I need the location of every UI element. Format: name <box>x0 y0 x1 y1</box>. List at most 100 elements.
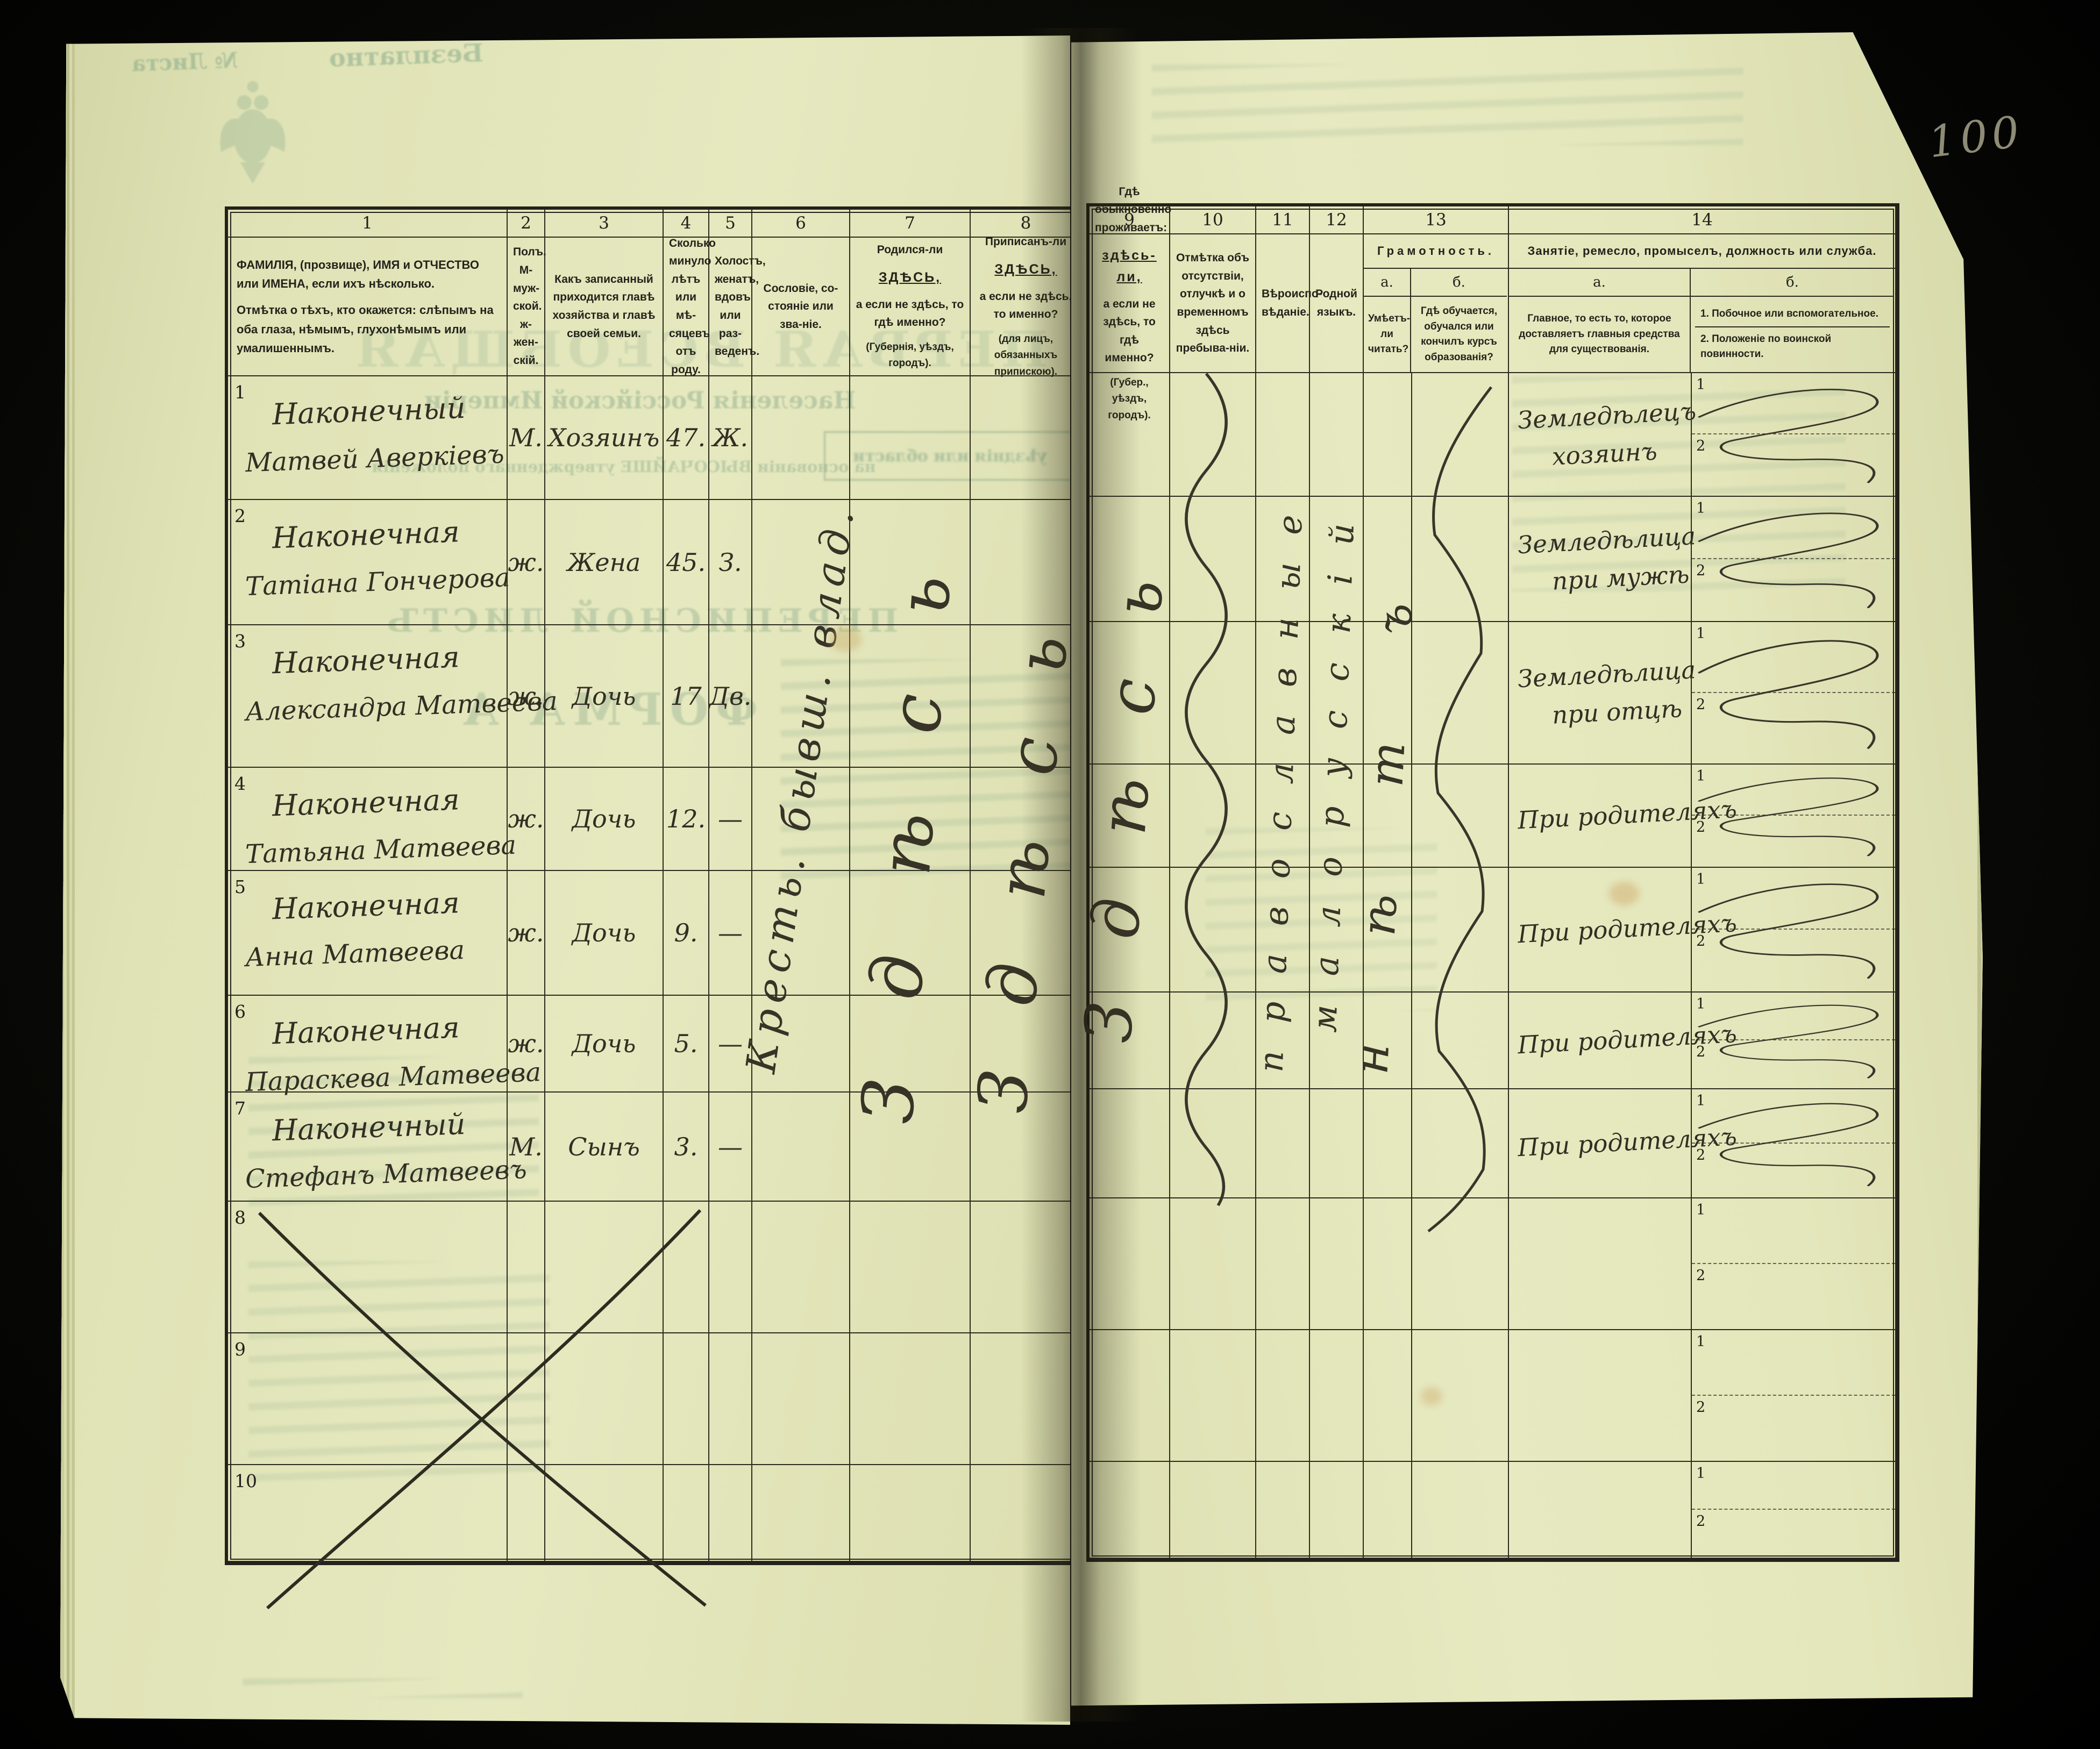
empty-cell <box>709 1333 752 1465</box>
empty-cell <box>1364 1330 1412 1462</box>
empty-cell <box>1310 1330 1364 1462</box>
name-cell: 8 <box>228 1202 508 1333</box>
absence-cell <box>1170 622 1256 765</box>
empty-cell <box>1364 1462 1412 1559</box>
empty-cell <box>508 1202 545 1333</box>
registration-cell <box>971 996 1070 1093</box>
column-number: 1 <box>228 210 508 238</box>
absence-cell <box>1170 765 1256 868</box>
literacy-b-cell <box>1412 373 1509 497</box>
empty-cell <box>1090 1330 1170 1462</box>
empty-cell <box>1310 1198 1364 1330</box>
literacy-b-cell <box>1412 1089 1509 1198</box>
residence-cell <box>1090 1089 1170 1198</box>
estate-cell <box>752 500 850 625</box>
column-number: 10 <box>1170 206 1256 234</box>
literacy-a-cell <box>1364 622 1412 765</box>
header-occupation-a-text: Главное, то есть то, которое доставляетъ… <box>1519 313 1680 355</box>
column-number: 5 <box>709 210 752 238</box>
religion-cell <box>1256 373 1310 497</box>
empty-cell <box>971 1465 1070 1562</box>
header-language: Родной языкъ. <box>1310 234 1364 373</box>
header-literacy-title: Грамотность. <box>1364 234 1508 269</box>
estate-cell <box>752 376 850 500</box>
empty-cell <box>1364 1198 1412 1330</box>
absence-cell <box>1170 1089 1256 1198</box>
estate-cell <box>752 871 850 996</box>
header-occupation-b1: 1. Побочное или вспомогательное. <box>1700 308 1878 320</box>
birthplace-cell <box>850 871 971 996</box>
header-occupation-a: а. Главное, то есть то, которое доставля… <box>1509 269 1691 372</box>
header-literacy: Грамотность. а. Умѣетъ-ли читать? б. Гдѣ… <box>1364 234 1509 373</box>
religion-cell <box>1256 497 1310 622</box>
sex-cell: М. <box>508 1093 545 1202</box>
relation-cell: Дочь <box>545 871 664 996</box>
estate-cell <box>752 625 850 768</box>
header-birthplace-pre: Родился-ли <box>877 244 943 256</box>
sub-label-a: а. <box>1364 269 1410 297</box>
header-name-column: ФАМИЛІЯ, (прозвище), ИМЯ и ОТЧЕСТВО или … <box>228 238 508 376</box>
language-cell <box>1310 622 1364 765</box>
relation-cell: Жена <box>545 500 664 625</box>
header-literacy-b: б. Гдѣ обучается, обучался или кончилъ к… <box>1411 269 1507 372</box>
name-cell: 7 Наконечный Стефанъ Матвеевъ <box>228 1093 527 1202</box>
ghost-uyezd-box: уѣзднія или области <box>824 431 1070 481</box>
empty-cell <box>664 1202 709 1333</box>
religion-cell <box>1256 868 1310 993</box>
header-registration-pre: Приписанъ-ли <box>985 235 1067 248</box>
occupation-cell: При родителяхъ <box>1509 1089 1738 1198</box>
birthplace-cell <box>850 1093 971 1202</box>
sex-cell: ж. <box>508 871 545 996</box>
header-religion: Вѣроиспо-вѣданіе. <box>1256 234 1322 373</box>
name-cell: 9 <box>228 1333 508 1465</box>
residence-cell <box>1090 373 1170 497</box>
name-cell: 1 Наконечный Матвей Аверкіевъ <box>228 376 508 500</box>
column-number: 14 <box>1509 206 1896 234</box>
relation-cell: Сынъ <box>545 1093 664 1202</box>
sub-label-a: а. <box>1509 269 1690 297</box>
literacy-a-cell <box>1364 765 1412 868</box>
birthplace-cell <box>850 500 971 625</box>
left-table: 1 2 3 4 5 6 7 8 ФАМИЛІЯ, (прозвище), ИМЯ… <box>225 206 1070 1565</box>
ghost-sheet-number: № Листа <box>131 47 239 77</box>
left-page: № Листа ПЕРВАЯ ВСЕОБЩАЯ Населенія Россій… <box>60 35 1070 1725</box>
empty-cell <box>1090 1462 1170 1559</box>
occupation-cell: При родителяхъ <box>1509 765 1738 868</box>
dash-flourish <box>1692 868 1895 991</box>
birthplace-cell <box>850 376 971 500</box>
header-registration: Приписанъ-ли ЗДѢСЬ, а если не здѣсь, то … <box>971 235 1070 377</box>
religion-cell <box>1256 765 1310 868</box>
dash-flourish <box>1692 765 1895 867</box>
absence-squiggle-mark <box>1185 373 1228 1207</box>
occupation-cell: При родителяхъ <box>1509 868 1738 993</box>
religion-cell <box>1256 1089 1310 1198</box>
age-cell: 12. <box>664 768 709 871</box>
header-birthplace: Родился-ли ЗДѢСЬ, а если не здѣсь, то гд… <box>850 238 971 376</box>
header-occupation-b: б. 1. Побочное или вспомогательное. 2. П… <box>1691 269 1894 372</box>
literacy-a-cell <box>1364 868 1412 993</box>
literacy-a-cell <box>1364 373 1412 497</box>
header-sex: Полъ. М-муж-ской. ж-жен-скій. <box>508 238 546 376</box>
header-name-part2: Отмѣтка о тѣхъ, кто окажется: слѣпымъ на… <box>237 303 494 355</box>
registration-cell <box>971 1093 1070 1202</box>
empty-cell <box>1412 1198 1509 1330</box>
sub-label-b: б. <box>1411 269 1507 297</box>
registration-cell <box>971 768 1070 871</box>
relation-cell: Дочь <box>545 625 664 768</box>
dash-flourish <box>1692 993 1895 1088</box>
registration-cell <box>971 500 1070 625</box>
dash-flourish <box>1692 373 1895 496</box>
imperial-eagle-watermark-icon <box>220 81 286 184</box>
literacy-b-cell <box>1412 993 1509 1089</box>
language-cell <box>1310 497 1364 622</box>
language-cell <box>1310 868 1364 993</box>
marital-cell: — <box>709 871 752 996</box>
